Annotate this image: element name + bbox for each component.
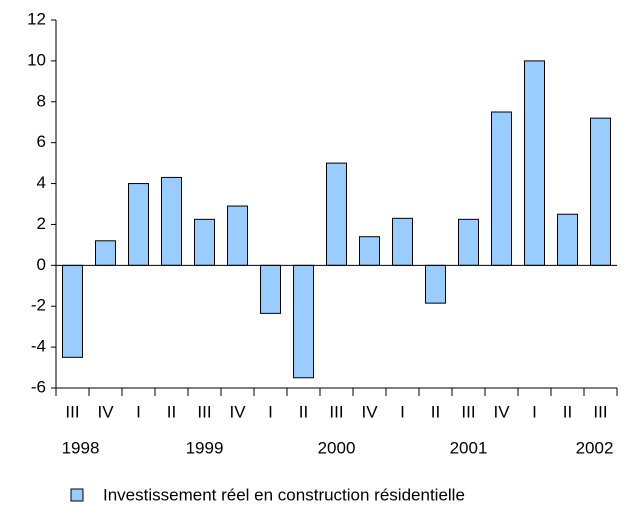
x-tick-label: I [268,402,273,421]
bar [458,218,479,266]
x-tick-label: III [329,402,343,421]
x-tick-label: II [431,402,440,421]
y-tick-label: -2 [31,296,46,315]
x-tick-label: II [299,402,308,421]
year-label: 1998 [62,438,100,457]
year-label: 2002 [576,438,614,457]
bar [524,60,545,266]
legend-swatch [70,488,84,502]
x-tick-label: I [400,402,405,421]
bar [392,217,413,266]
bar [293,264,314,379]
x-tick-label: I [136,402,141,421]
y-tick-label: -4 [31,337,46,356]
x-tick-label: IV [493,402,510,421]
bar [227,205,248,266]
bar [62,264,83,358]
bar [491,111,512,266]
bar [95,240,116,266]
x-tick-label: IV [361,402,378,421]
x-tick-label: II [563,402,572,421]
bar [425,264,446,304]
bar [260,264,281,314]
y-tick-label: 4 [37,173,46,192]
year-label: 2000 [318,438,356,457]
x-tick-label: IV [229,402,246,421]
x-tick-label: III [197,402,211,421]
x-tick-label: III [65,402,79,421]
y-tick-label: 2 [37,214,46,233]
y-tick-label: -6 [31,377,46,396]
x-tick-label: I [532,402,537,421]
bar [326,162,347,266]
y-tick-label: 10 [27,50,46,69]
x-tick-label: III [593,402,607,421]
bar [194,218,215,266]
bar [557,213,578,266]
bar [128,183,149,266]
legend-label: Investissement réel en construction rési… [103,485,465,504]
year-label: 1999 [186,438,224,457]
y-tick-label: 0 [37,255,46,274]
bar [590,117,611,266]
bar [161,176,182,266]
y-tick-label: 8 [37,91,46,110]
y-tick-label: 6 [37,132,46,151]
x-tick-label: III [461,402,475,421]
x-tick-label: II [167,402,176,421]
y-tick-label: 12 [27,9,46,28]
bar [359,236,380,266]
x-tick-label: IV [97,402,114,421]
year-label: 2001 [450,438,488,457]
